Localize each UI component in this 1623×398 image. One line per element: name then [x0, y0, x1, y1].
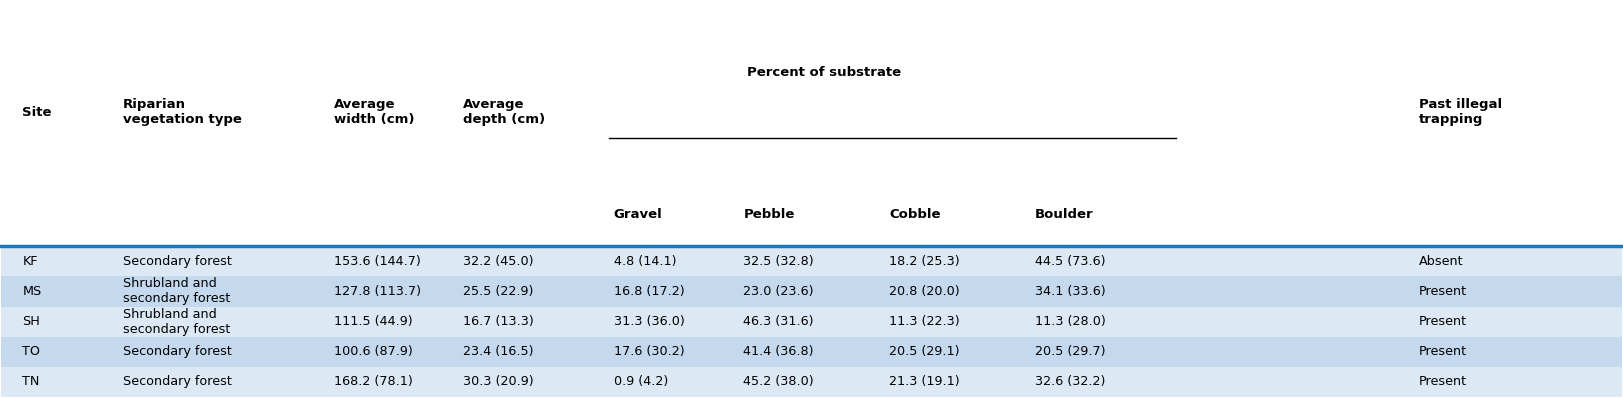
FancyBboxPatch shape — [2, 246, 1621, 277]
Text: Pebble: Pebble — [743, 208, 795, 221]
Text: 0.9 (4.2): 0.9 (4.2) — [613, 375, 669, 388]
Text: 100.6 (87.9): 100.6 (87.9) — [334, 345, 412, 358]
Text: 31.3 (36.0): 31.3 (36.0) — [613, 315, 685, 328]
Text: 16.8 (17.2): 16.8 (17.2) — [613, 285, 685, 298]
Text: 20.5 (29.1): 20.5 (29.1) — [889, 345, 959, 358]
Text: SH: SH — [23, 315, 41, 328]
Text: 23.4 (16.5): 23.4 (16.5) — [463, 345, 534, 358]
FancyBboxPatch shape — [2, 306, 1621, 337]
Text: Present: Present — [1419, 345, 1467, 358]
Text: Present: Present — [1419, 285, 1467, 298]
Text: 4.8 (14.1): 4.8 (14.1) — [613, 255, 677, 268]
Text: KF: KF — [23, 255, 37, 268]
Text: Cobble: Cobble — [889, 208, 941, 221]
Text: 18.2 (25.3): 18.2 (25.3) — [889, 255, 959, 268]
Text: 20.5 (29.7): 20.5 (29.7) — [1035, 345, 1105, 358]
Text: 44.5 (73.6): 44.5 (73.6) — [1035, 255, 1105, 268]
FancyBboxPatch shape — [2, 337, 1621, 367]
Text: Absent: Absent — [1419, 255, 1464, 268]
Text: Past illegal
trapping: Past illegal trapping — [1419, 98, 1503, 126]
Text: 32.6 (32.2): 32.6 (32.2) — [1035, 375, 1105, 388]
Text: Present: Present — [1419, 315, 1467, 328]
Text: 23.0 (23.6): 23.0 (23.6) — [743, 285, 815, 298]
Text: Riparian
vegetation type: Riparian vegetation type — [123, 98, 242, 126]
Text: 32.5 (32.8): 32.5 (32.8) — [743, 255, 815, 268]
Text: Gravel: Gravel — [613, 208, 662, 221]
Text: Boulder: Boulder — [1035, 208, 1094, 221]
Text: Shrubland and
secondary forest: Shrubland and secondary forest — [123, 308, 230, 336]
Text: Shrubland and
secondary forest: Shrubland and secondary forest — [123, 277, 230, 306]
Text: Site: Site — [23, 105, 52, 119]
Text: 111.5 (44.9): 111.5 (44.9) — [334, 315, 412, 328]
Text: 153.6 (144.7): 153.6 (144.7) — [334, 255, 420, 268]
Text: 46.3 (31.6): 46.3 (31.6) — [743, 315, 815, 328]
Text: 34.1 (33.6): 34.1 (33.6) — [1035, 285, 1105, 298]
Text: 168.2 (78.1): 168.2 (78.1) — [334, 375, 412, 388]
Text: MS: MS — [23, 285, 42, 298]
Text: 32.2 (45.0): 32.2 (45.0) — [463, 255, 534, 268]
Text: TN: TN — [23, 375, 41, 388]
Text: Secondary forest: Secondary forest — [123, 345, 232, 358]
Text: 25.5 (22.9): 25.5 (22.9) — [463, 285, 534, 298]
Text: 21.3 (19.1): 21.3 (19.1) — [889, 375, 959, 388]
Text: 20.8 (20.0): 20.8 (20.0) — [889, 285, 959, 298]
Text: Present: Present — [1419, 375, 1467, 388]
Text: Average
width (cm): Average width (cm) — [334, 98, 414, 126]
Text: Average
depth (cm): Average depth (cm) — [463, 98, 545, 126]
Text: Percent of substrate: Percent of substrate — [748, 66, 901, 79]
Text: 17.6 (30.2): 17.6 (30.2) — [613, 345, 685, 358]
Text: TO: TO — [23, 345, 41, 358]
Text: 11.3 (22.3): 11.3 (22.3) — [889, 315, 959, 328]
Text: 11.3 (28.0): 11.3 (28.0) — [1035, 315, 1105, 328]
Text: Secondary forest: Secondary forest — [123, 375, 232, 388]
FancyBboxPatch shape — [2, 277, 1621, 306]
Text: 16.7 (13.3): 16.7 (13.3) — [463, 315, 534, 328]
Text: 45.2 (38.0): 45.2 (38.0) — [743, 375, 815, 388]
Text: 41.4 (36.8): 41.4 (36.8) — [743, 345, 815, 358]
Text: 30.3 (20.9): 30.3 (20.9) — [463, 375, 534, 388]
Text: Secondary forest: Secondary forest — [123, 255, 232, 268]
Text: 127.8 (113.7): 127.8 (113.7) — [334, 285, 420, 298]
FancyBboxPatch shape — [2, 367, 1621, 397]
